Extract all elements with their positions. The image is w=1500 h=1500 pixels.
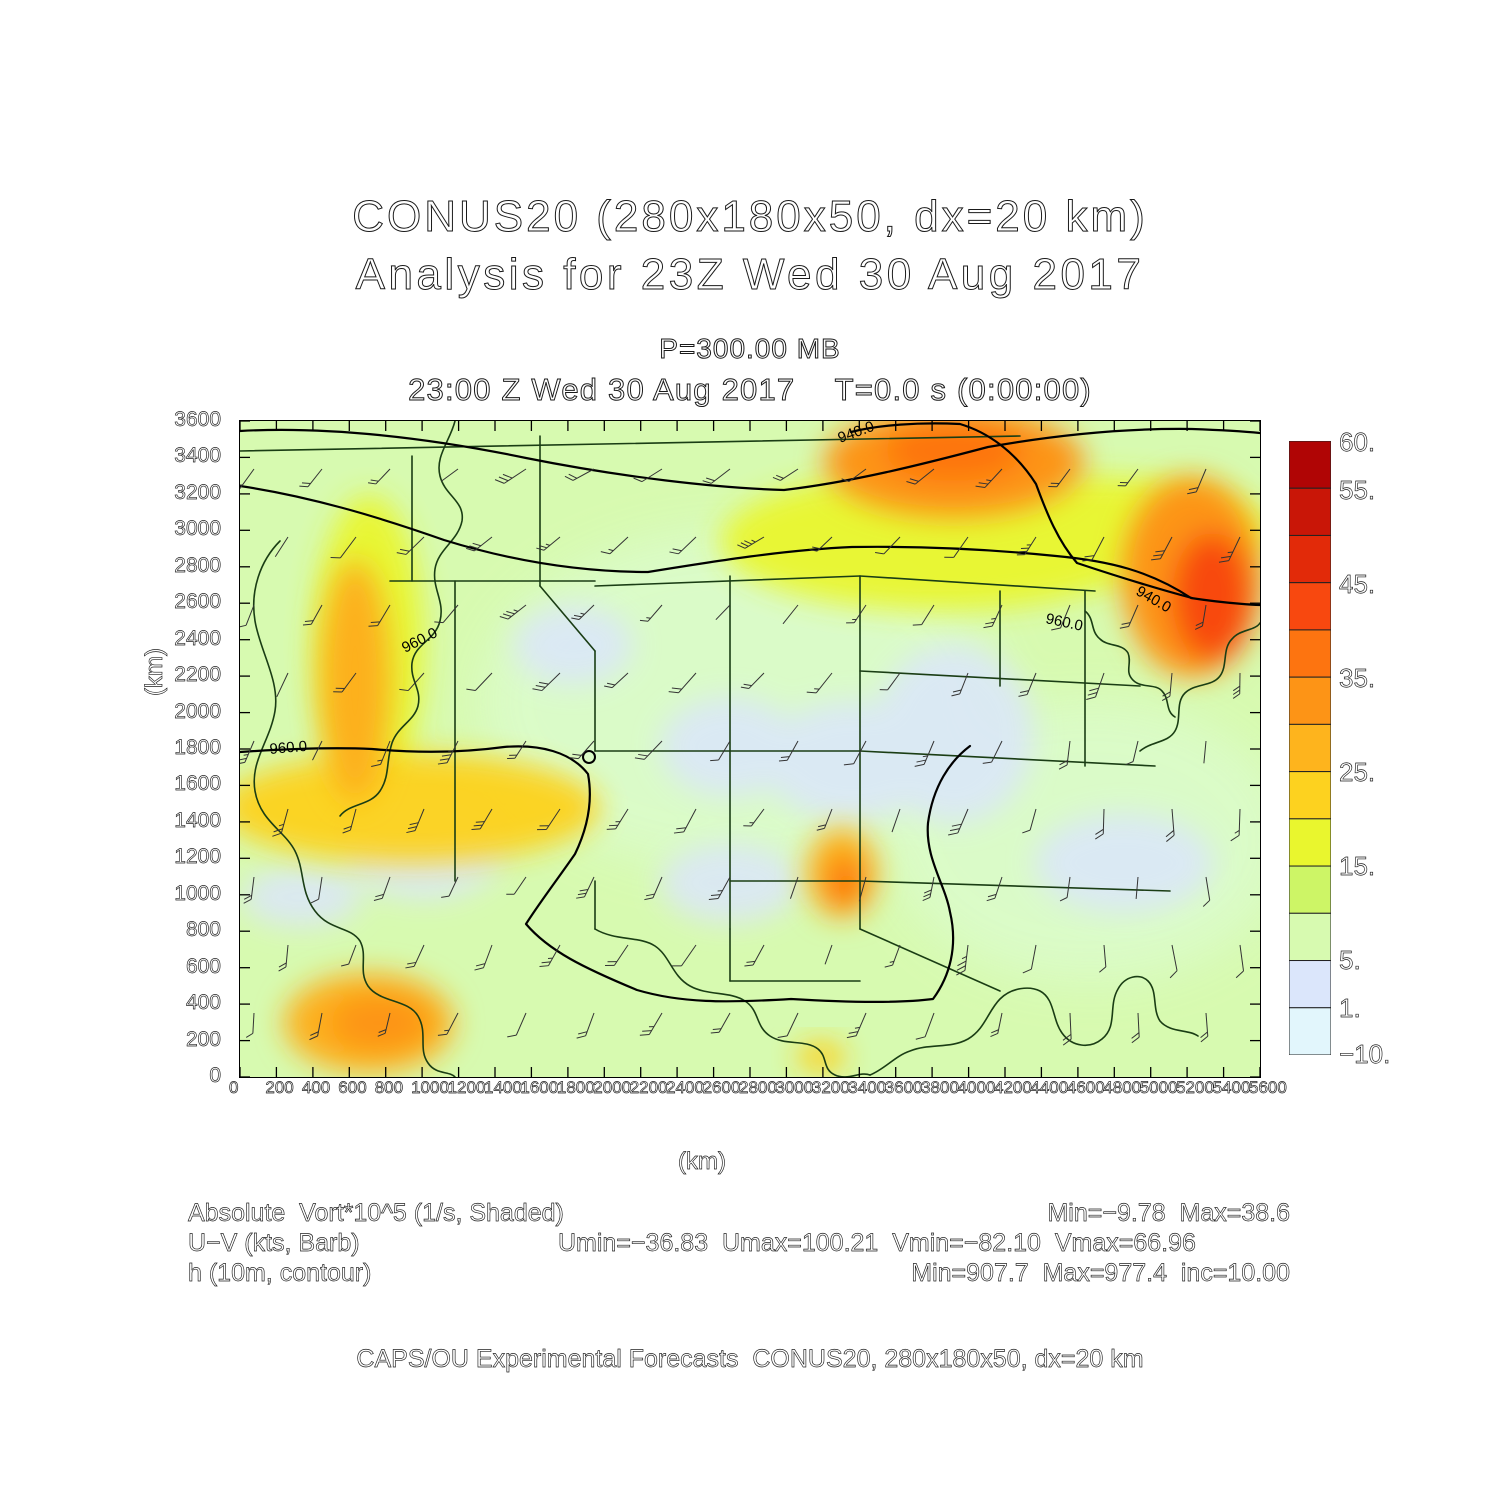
svg-text:960.0: 960.0: [269, 738, 308, 758]
